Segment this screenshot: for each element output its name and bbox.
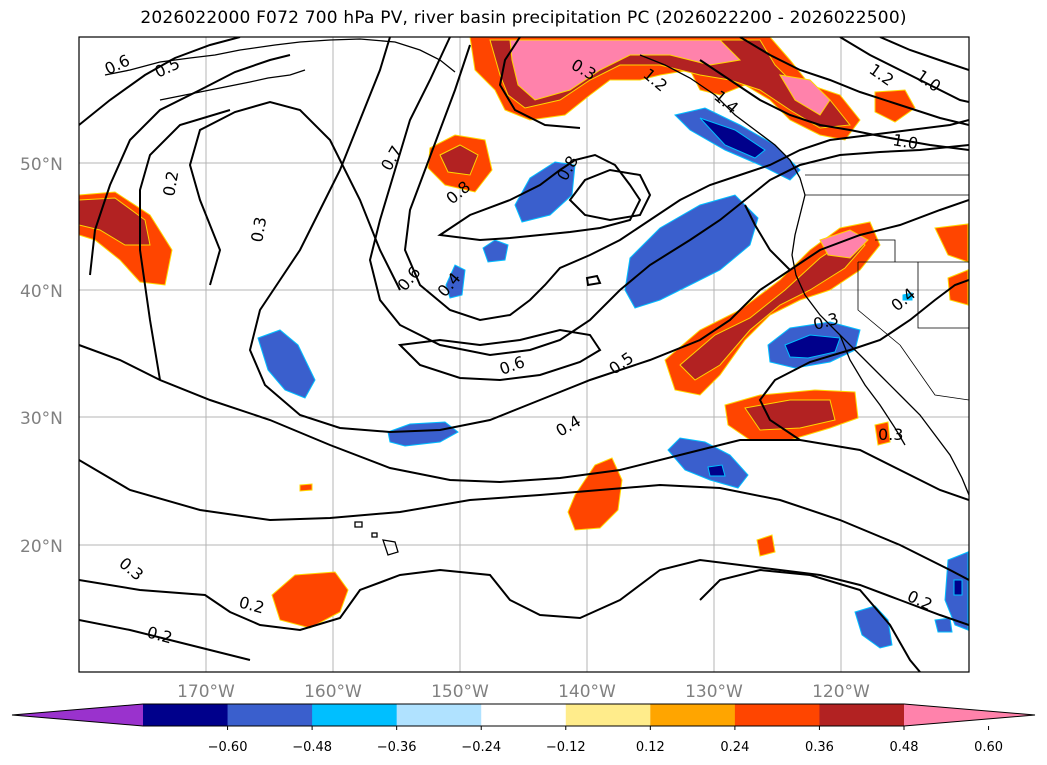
colorbar-tick-label: −0.60	[208, 740, 248, 755]
precip-fill-positive	[79, 37, 969, 629]
lon-label: 130°W	[685, 682, 743, 702]
colorbar-segment	[481, 704, 567, 726]
lon-label: 170°W	[177, 682, 235, 702]
colorbar-extend-low	[12, 704, 143, 726]
colorbar-segment	[565, 704, 651, 726]
longitude-labels: 170°W 160°W 150°W 140°W 130°W 120°W	[177, 682, 870, 702]
colorbar-segment	[312, 704, 398, 726]
colorbar-tick-label: −0.12	[546, 740, 586, 755]
colorbar-extend-high	[904, 704, 1035, 726]
colorbar-tick-label: 0.48	[890, 740, 919, 755]
lon-label: 120°W	[812, 682, 870, 702]
colorbar-tick-label: −0.24	[461, 740, 501, 755]
map-frame	[78, 36, 970, 673]
colorbar-segment	[396, 704, 482, 726]
lat-label: 50°N	[20, 155, 63, 175]
contour-label: 0.2	[159, 169, 182, 197]
coastlines	[104, 38, 969, 556]
colorbar-segment	[819, 704, 905, 726]
colorbar-outline	[11, 703, 1036, 727]
lon-label: 140°W	[558, 682, 616, 702]
contour-label: 0.3	[878, 425, 903, 444]
lat-label: 30°N	[20, 409, 63, 429]
map-title: 2026022000 F072 700 hPa PV, river basin …	[140, 8, 907, 28]
lat-label: 20°N	[20, 537, 63, 557]
colorbar-tick-label: 0.36	[805, 740, 834, 755]
lat-label: 40°N	[20, 282, 63, 302]
colorbar-tick-label: 0.60	[974, 740, 1003, 755]
colorbar-tick-label: −0.36	[377, 740, 417, 755]
political-borders	[805, 174, 969, 401]
lon-label: 150°W	[431, 682, 489, 702]
latitude-labels: 50°N 40°N 30°N 20°N	[20, 155, 63, 557]
colorbar-segment	[143, 704, 229, 726]
colorbar: −0.60 −0.48 −0.36 −0.24 −0.12 0.12 0.24 0.36 0.4…	[11, 703, 1036, 755]
colorbar-segment	[227, 704, 313, 726]
colorbar-tick-label: −0.48	[292, 740, 332, 755]
colorbar-tick-label: 0.24	[720, 740, 749, 755]
contour-label: 1.0	[891, 130, 919, 153]
colorbar-tick-label: 0.12	[636, 740, 665, 755]
pv-contours	[79, 37, 969, 672]
contour-label: 0.3	[247, 215, 270, 243]
lon-label: 160°W	[304, 682, 362, 702]
colorbar-segment	[650, 704, 736, 726]
colorbar-segment	[734, 704, 820, 726]
